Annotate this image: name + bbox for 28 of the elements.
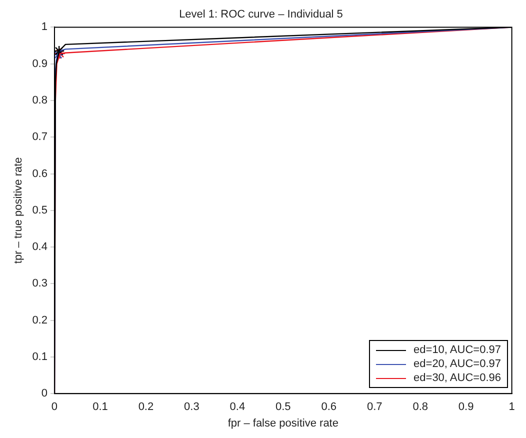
y-tick-label: 0.9 bbox=[32, 58, 48, 70]
y-tick-label: 0.5 bbox=[32, 204, 48, 216]
x-tick-label: 0.5 bbox=[275, 401, 291, 414]
y-tick-label: 0.7 bbox=[32, 131, 48, 144]
x-tick-label: 0.2 bbox=[138, 401, 154, 414]
x-tick-label: 1 bbox=[508, 401, 515, 414]
y-tick-label: 1 bbox=[41, 21, 48, 34]
legend-label: ed=20, AUC=0.97 bbox=[414, 357, 501, 371]
x-tick-label: 0.4 bbox=[230, 401, 246, 414]
y-tick-label: 0 bbox=[41, 388, 48, 400]
y-tick-label: 0.2 bbox=[32, 314, 48, 326]
x-tick-label: 0.7 bbox=[366, 401, 382, 414]
x-tick-label: 0.9 bbox=[458, 401, 474, 414]
x-tick-label: 0.3 bbox=[184, 401, 200, 414]
y-tick-label: 0.3 bbox=[32, 278, 48, 290]
legend-label: ed=10, AUC=0.97 bbox=[414, 343, 501, 357]
x-tick-label: 0 bbox=[51, 401, 58, 414]
y-tick-label: 0.1 bbox=[32, 350, 48, 363]
y-tick-label: 0.6 bbox=[32, 168, 48, 180]
x-axis-title: fpr – false positive rate bbox=[228, 417, 338, 430]
x-tick-label: 0.1 bbox=[92, 401, 108, 414]
chart-title: Level 1: ROC curve – Individual 5 bbox=[179, 8, 343, 21]
y-tick-label: 0.8 bbox=[32, 94, 48, 107]
y-tick-label: 0.4 bbox=[32, 241, 48, 254]
y-axis-title: tpr – true positive rate bbox=[12, 157, 25, 264]
x-tick-label: 0.8 bbox=[412, 401, 428, 414]
x-tick-label: 0.6 bbox=[321, 401, 337, 414]
legend-label: ed=30, AUC=0.96 bbox=[414, 371, 501, 385]
